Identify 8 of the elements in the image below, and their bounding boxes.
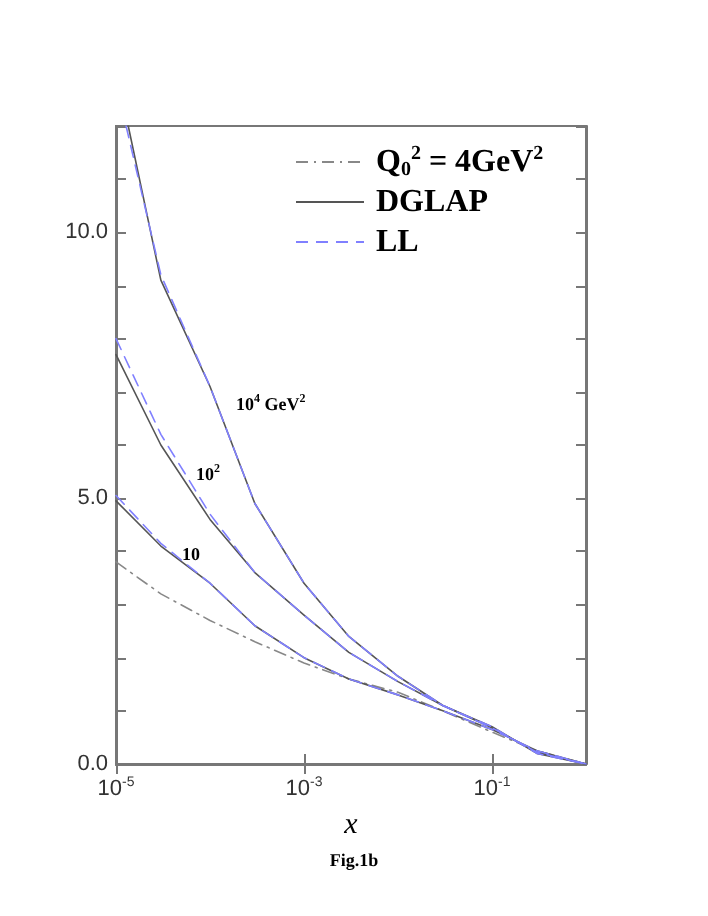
y-tick-label: 0.0 <box>77 752 108 776</box>
legend-label: DGLAP <box>376 185 489 219</box>
x-axis-title: x <box>342 808 359 841</box>
legend-label: LL <box>376 225 419 259</box>
y-tick-label: 5.0 <box>77 486 108 511</box>
y-tick-label: 10.0 <box>65 220 108 245</box>
caption: Fig.1b <box>329 850 379 870</box>
annotation: 10 <box>182 544 201 564</box>
